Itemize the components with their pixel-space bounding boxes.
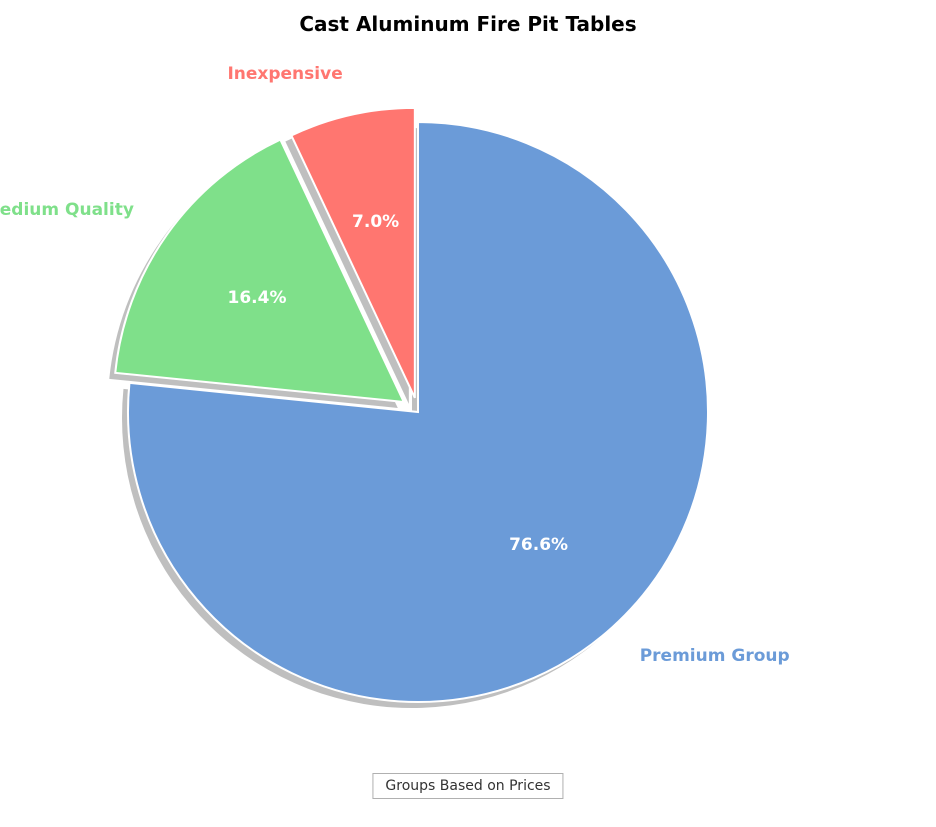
pie-slice-label: Inexpensive [227, 64, 342, 84]
pie-chart-container: Cast Aluminum Fire Pit Tables Groups Bas… [0, 0, 936, 827]
legend-box: Groups Based on Prices [372, 773, 563, 799]
pie-pct-label: 76.6% [509, 535, 568, 555]
pie-pct-label: 16.4% [228, 288, 287, 308]
pie-slice-label: Premium Group [640, 646, 790, 666]
pie-svg [0, 0, 936, 827]
pie-pct-label: 7.0% [352, 212, 399, 232]
pie-slice-label: Medium Quality [0, 200, 134, 220]
